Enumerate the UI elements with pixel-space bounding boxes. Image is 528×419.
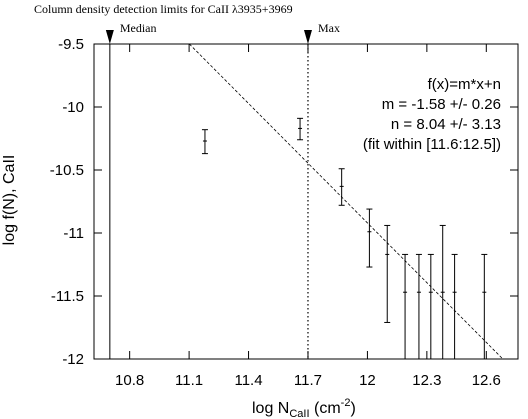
- x-axis-label-sub: CaII: [289, 408, 309, 419]
- y-tick-label: -11: [63, 225, 84, 242]
- data-point: [338, 168, 345, 206]
- data-point: [384, 224, 391, 323]
- data-point: [427, 253, 434, 360]
- x-axis-label-unit-close: ): [350, 400, 355, 417]
- data-point: [451, 253, 458, 360]
- marker-arrow: [105, 30, 114, 44]
- x-tick-label: 11.4: [234, 372, 262, 389]
- chart-title: Column density detection limits for CaII…: [34, 2, 293, 16]
- x-tick-label: 12.3: [412, 372, 441, 389]
- fit-intercept: n = 8.04 +/- 3.13: [391, 116, 501, 133]
- marker-label: Median: [120, 21, 157, 35]
- data-point: [297, 117, 304, 141]
- y-tick-label: -12: [62, 351, 84, 368]
- x-tick-label: 10.8: [115, 372, 144, 389]
- x-axis-label: log NCaII (cm-2): [252, 397, 356, 419]
- y-axis-ticks: -12 -11.5 -11 -10.5 -10 -9.5: [50, 36, 518, 368]
- data-point: [415, 253, 422, 360]
- chart-title-lambda: λ3935+3969: [232, 2, 293, 16]
- chart-title-main: Column density detection limits for CaII: [34, 2, 232, 16]
- fit-slope: m = -1.58 +/- 0.26: [382, 96, 501, 113]
- marker-label: Max: [318, 21, 340, 35]
- fit-formula: f(x)=m*x+n: [428, 76, 501, 93]
- data-point: [201, 129, 208, 155]
- data-point: [366, 208, 373, 268]
- y-tick-label: -9.5: [58, 36, 84, 53]
- fit-line: [189, 43, 504, 360]
- fit-range: (fit within [11.6:12.5]): [363, 136, 501, 153]
- data-points: [201, 117, 488, 360]
- marker-lines: Median Max: [105, 21, 340, 359]
- x-axis-ticks: 10.8 11.1 11.4 11.7 12 12.3 12.6: [115, 44, 501, 389]
- x-tick-label: 12: [359, 372, 376, 389]
- x-tick-label: 11.7: [294, 372, 322, 389]
- x-axis-label-sup: -2: [341, 397, 351, 409]
- plot-frame: [93, 43, 519, 360]
- y-axis-label: log f(N), CaII: [1, 155, 18, 246]
- data-point: [481, 253, 488, 360]
- x-axis-label-prefix: log N: [252, 400, 289, 417]
- x-tick-label: 11.1: [175, 372, 203, 389]
- marker-arrow: [303, 30, 312, 44]
- x-axis-label-unit-open: (cm: [310, 400, 341, 417]
- fit-annotation: f(x)=m*x+n m = -1.58 +/- 0.26 n = 8.04 +…: [363, 76, 501, 153]
- y-tick-label: -11.5: [51, 288, 84, 305]
- data-point: [439, 224, 446, 360]
- x-tick-label: 12.6: [472, 372, 501, 389]
- y-tick-label: -10: [62, 99, 84, 116]
- y-tick-label: -10.5: [50, 162, 84, 179]
- data-point: [402, 253, 409, 360]
